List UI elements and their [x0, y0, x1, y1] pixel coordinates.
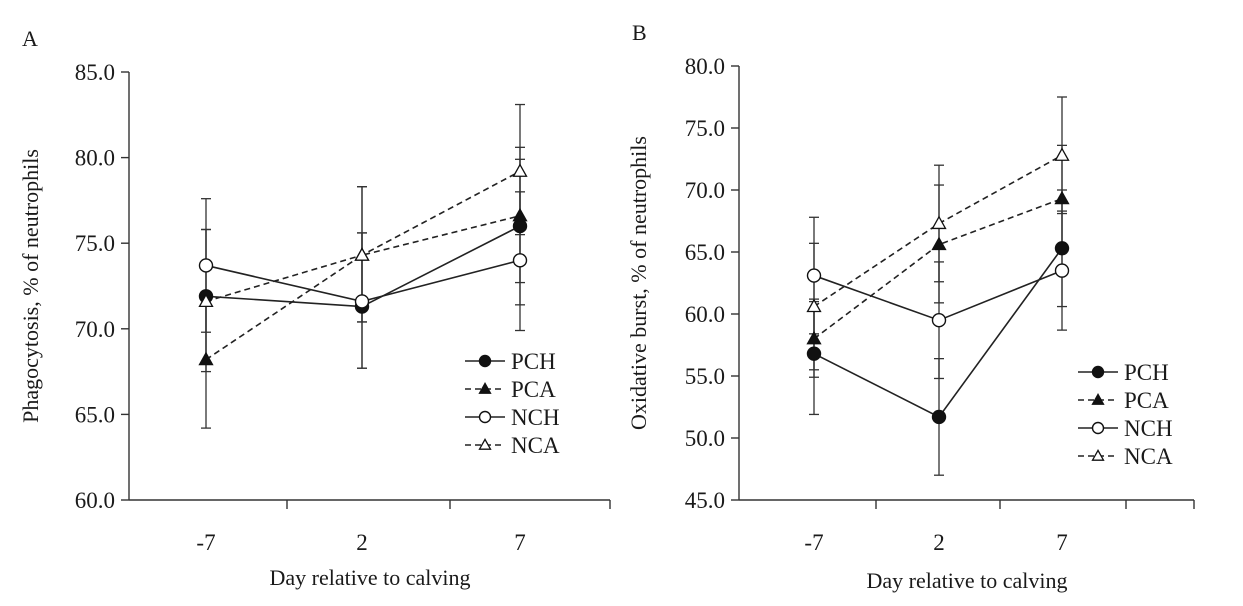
- panel-a-x-axis-title: Day relative to calving: [270, 565, 471, 590]
- panel-a-point-nch: [198, 258, 214, 273]
- panel-a-legend-item-pch: PCH: [465, 349, 556, 374]
- panel-b-point-nch: [806, 268, 822, 283]
- panel-b-legend-label: NCH: [1124, 416, 1173, 441]
- panel-b-series-line-nca: [813, 154, 1063, 308]
- panel-a-legend-marker: [478, 382, 492, 394]
- panel-a-point-nch: [512, 253, 528, 268]
- panel-b-y-tick-label: 55.0: [685, 364, 725, 389]
- panel-a-point-nch: [354, 294, 370, 309]
- panel-b-point-pch: [806, 346, 822, 361]
- panel-b-y-tick-label: 45.0: [685, 488, 725, 513]
- panel-b-point-pca: [1054, 190, 1070, 205]
- panel-b-y-axis-title: Oxidative burst, % of neutrophils: [626, 136, 651, 430]
- panel-a-y-axis-title: Phagocytosis, % of neutrophils: [18, 149, 43, 423]
- panel-b-legend-marker: [1091, 449, 1105, 461]
- panel-b-y-tick-label: 60.0: [685, 302, 725, 327]
- panel-b-point-pch: [1054, 241, 1070, 256]
- panel-b-point-nca: [931, 215, 947, 230]
- panel-b-series-line-pca: [813, 197, 1063, 340]
- panel-b-point-nca: [806, 298, 822, 313]
- panel-b-series-line-pch: [813, 247, 1063, 418]
- panel-a-point-nca: [512, 163, 528, 177]
- panel-b-legend-item-nca: NCA: [1078, 444, 1173, 469]
- panel-b-point-pch: [931, 409, 947, 425]
- panel-b-y-tick-label: 80.0: [685, 54, 725, 79]
- panel-a-point-pca: [512, 207, 528, 222]
- panel-a-legend-label: PCA: [511, 377, 556, 402]
- panel-b-legend-label: PCA: [1124, 388, 1169, 413]
- panel-a-x-tick-label: -7: [196, 530, 215, 555]
- panel-a-series-line-pca: [205, 215, 521, 361]
- panel-a-legend-label: NCA: [511, 433, 560, 458]
- panel-a-legend-item-pca: PCA: [465, 377, 556, 402]
- panel-a-y-tick-label: 85.0: [75, 60, 115, 85]
- panel-b-point-nch: [931, 313, 947, 328]
- panel-b-y-tick-label: 75.0: [685, 116, 725, 141]
- panel-a-x-tick-label: 7: [514, 530, 526, 555]
- panel-a-legend-item-nch: NCH: [465, 405, 560, 430]
- panel-b-y-tick-label: 65.0: [685, 240, 725, 265]
- panel-a: A Phagocytosis, % of neutrophils Day rel…: [18, 26, 611, 590]
- panel-b-legend-item-pca: PCA: [1078, 388, 1169, 413]
- panel-a-legend-label: NCH: [511, 405, 560, 430]
- panel-b: B Oxidative burst, % of neutrophils Day …: [626, 20, 1195, 593]
- panel-b-legend-item-nch: NCH: [1078, 416, 1173, 441]
- panel-b-x-axis-title: Day relative to calving: [867, 568, 1068, 593]
- panel-a-series-line-nca: [205, 170, 521, 303]
- panel-b-legend-label: PCH: [1124, 360, 1169, 385]
- panel-b-y-tick-label: 50.0: [685, 426, 725, 451]
- panel-a-legend-item-nca: NCA: [465, 433, 560, 458]
- panel-a-label: A: [22, 26, 38, 51]
- panel-a-y-tick-label: 70.0: [75, 317, 115, 342]
- panel-a-point-pch: [512, 218, 528, 234]
- panel-b-series-line-nch: [813, 269, 1063, 322]
- panel-a-point-nca: [354, 247, 370, 261]
- panel-b-legend-label: NCA: [1124, 444, 1173, 469]
- panel-a-point-pca: [198, 351, 214, 366]
- panel-b-point-nch: [1054, 263, 1070, 278]
- panel-a-y-tick-label: 75.0: [75, 231, 115, 256]
- panel-b-x-tick-label: 7: [1056, 530, 1068, 555]
- panel-a-point-nca: [198, 293, 214, 308]
- panel-a-legend-marker: [478, 438, 492, 450]
- panel-b-point-pca: [931, 236, 947, 251]
- panel-a-y-tick-label: 65.0: [75, 402, 115, 427]
- panel-b-point-nca: [1054, 147, 1070, 161]
- panel-a-y-tick-label: 60.0: [75, 488, 115, 513]
- panel-b-x-tick-label: -7: [804, 530, 823, 555]
- panel-a-x-tick-label: 2: [356, 530, 368, 555]
- panel-b-legend-item-pch: PCH: [1078, 360, 1169, 385]
- panel-b-y-tick-label: 70.0: [685, 178, 725, 203]
- panel-b-legend-marker: [1091, 421, 1105, 435]
- panel-a-y-tick-label: 80.0: [75, 146, 115, 171]
- panel-b-legend-marker: [1091, 365, 1105, 379]
- panel-a-legend-label: PCH: [511, 349, 556, 374]
- panel-b-point-pca: [806, 330, 822, 345]
- panel-b-x-tick-label: 2: [933, 530, 945, 555]
- panel-a-legend-marker: [478, 354, 492, 368]
- panel-b-legend-marker: [1091, 393, 1105, 405]
- panel-b-label: B: [632, 20, 647, 45]
- panel-a-legend-marker: [478, 410, 492, 424]
